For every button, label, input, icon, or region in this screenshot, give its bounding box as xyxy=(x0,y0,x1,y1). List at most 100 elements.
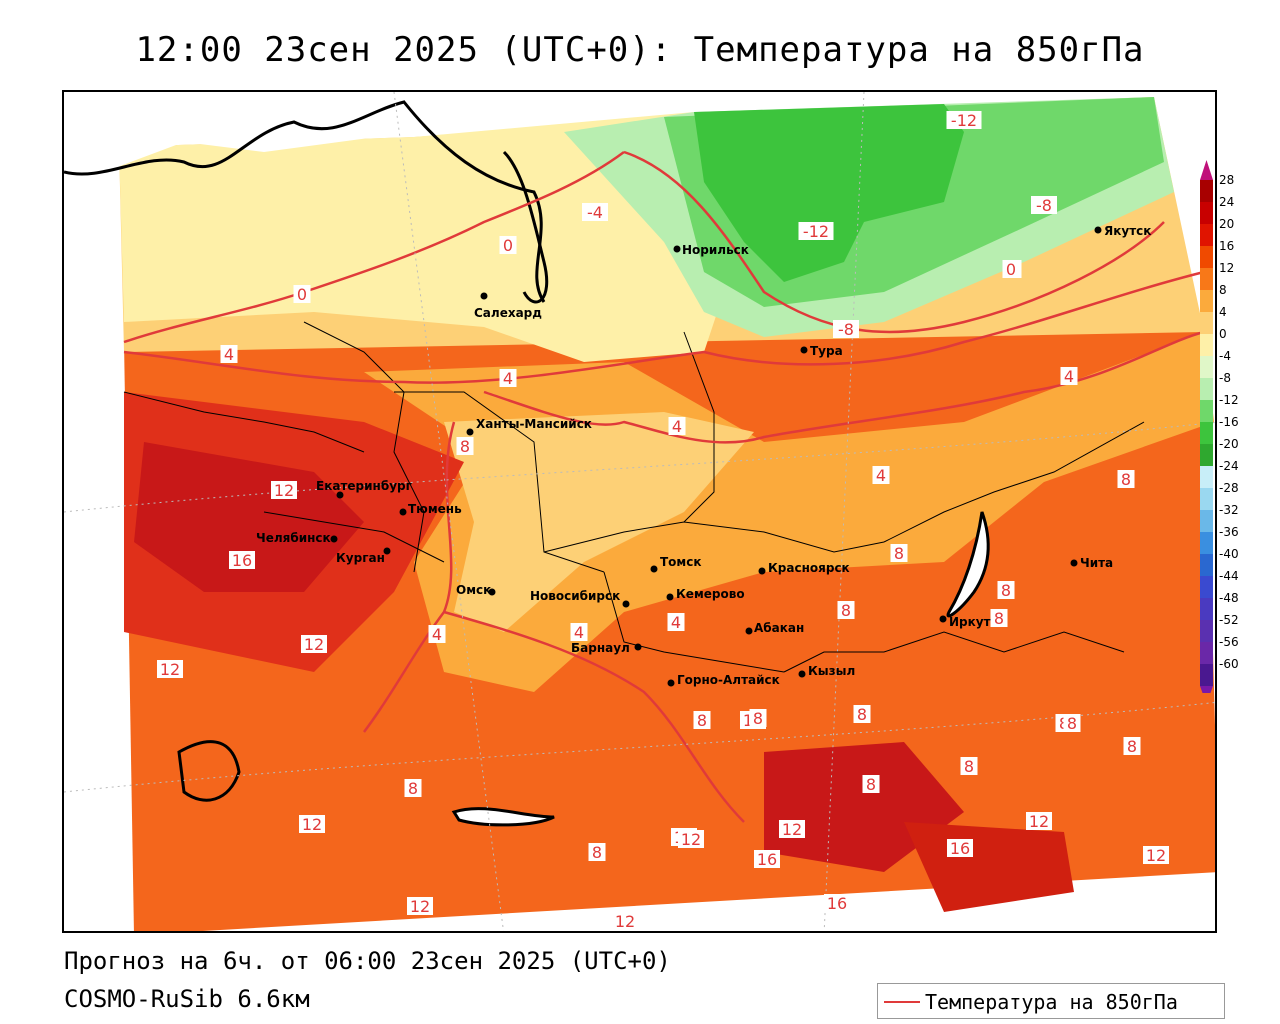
temperature-map: Норильск Якутск Салехард Тура Ханты-Манс… xyxy=(64,92,1215,931)
city-kurgan: Курган xyxy=(336,547,391,565)
colorbar-tick-label: 8 xyxy=(1219,283,1227,297)
colorbar-tick-label: -48 xyxy=(1219,591,1239,605)
isotherm-label-bg xyxy=(1002,260,1020,278)
colorbar-swatch xyxy=(1200,378,1213,400)
isotherm-label: 12 xyxy=(304,635,324,654)
isotherm-label-bg xyxy=(990,609,1008,627)
city-salekhard: Салехард xyxy=(474,292,542,320)
isotherm-label-bg xyxy=(833,320,859,338)
colorbar-swatch xyxy=(1200,356,1213,378)
svg-text:Якутск: Якутск xyxy=(1104,224,1151,238)
isotherm-label-bg xyxy=(404,779,422,797)
isotherm-label: -8 xyxy=(838,320,854,339)
map-frame: Норильск Якутск Салехард Тура Ханты-Манс… xyxy=(62,90,1217,933)
isotherm-label: 8 xyxy=(841,601,851,620)
svg-text:Барнаул: Барнаул xyxy=(571,641,630,655)
isotherm-label-bg xyxy=(157,660,183,678)
isotherm-label: 8 xyxy=(1121,470,1131,489)
city-barnaul: Барнаул xyxy=(571,641,642,655)
isotherm-label: 4 xyxy=(503,369,513,388)
colorbar-tick-label: -8 xyxy=(1219,371,1231,385)
svg-text:Чита: Чита xyxy=(1080,556,1113,570)
svg-text:Красноярск: Красноярск xyxy=(768,561,850,575)
isotherm-label: 12 xyxy=(274,481,294,500)
colorbar-swatch xyxy=(1200,620,1213,642)
isotherm-label: 8 xyxy=(866,775,876,794)
isotherm-label-bg xyxy=(824,894,850,912)
isotherm-label-bg xyxy=(428,625,446,643)
isotherm-label-bg xyxy=(693,711,711,729)
map-legend: Температура на 850гПа xyxy=(877,983,1225,1019)
colorbar-tick-label: 0 xyxy=(1219,327,1227,341)
colorbar-swatch xyxy=(1200,422,1213,444)
isotherm-label: 8 xyxy=(964,757,974,776)
isotherm-label: 12 xyxy=(782,820,802,839)
colorbar-tick-label: -28 xyxy=(1219,481,1239,495)
city-omsk: Омск xyxy=(456,583,496,597)
baikal-lake xyxy=(946,511,990,618)
temperature-colorbar: 28 24 20 16 12 8 4 0 -4 -8 -12 -16 -20 -24 -28 -32 -36 -4… xyxy=(1200,160,1239,693)
colorbar-tick-label: 16 xyxy=(1219,239,1234,253)
city-tyumen: Тюмень xyxy=(399,502,462,516)
isotherm-label-bg xyxy=(1026,812,1052,830)
isotherm-label: 8 xyxy=(1001,581,1011,600)
isotherm-label-bg xyxy=(668,417,686,435)
map-title: 12:00 23сен 2025 (UTC+0): Температура на… xyxy=(135,30,1145,70)
isotherm-label: 4 xyxy=(876,466,886,485)
isotherm-label: -12 xyxy=(951,111,977,130)
colorbar-tick-label: 12 xyxy=(1219,261,1234,275)
colorbar-swatch xyxy=(1200,576,1213,598)
city-krasnoyarsk: Красноярск xyxy=(758,561,850,575)
svg-text:Горно-Алтайск: Горно-Алтайск xyxy=(677,673,780,687)
isotherm-label-bg xyxy=(293,285,311,303)
colorbar-swatch xyxy=(1200,290,1213,312)
isotherm-label-bg xyxy=(798,222,834,240)
isotherm-label-bg xyxy=(1060,367,1078,385)
isotherm-label-bg xyxy=(862,775,880,793)
colorbar-tick-label: -24 xyxy=(1219,459,1239,473)
isotherm-label-bg xyxy=(271,481,297,499)
city-chita: Чита xyxy=(1070,556,1113,570)
svg-text:Абакан: Абакан xyxy=(754,621,804,635)
isotherm-label-bg xyxy=(582,203,608,221)
svg-text:Екатеринбург: Екатеринбург xyxy=(316,479,412,493)
isotherm-label-bg xyxy=(1063,714,1081,732)
svg-text:Челябинск: Челябинск xyxy=(256,531,331,545)
colorbar-swatch xyxy=(1200,268,1213,290)
isotherm-label-bg xyxy=(749,709,767,727)
colorbar-tick-label: 28 xyxy=(1219,173,1234,187)
isotherm-label-bg xyxy=(947,839,973,857)
colorbar-tick-label: -56 xyxy=(1219,635,1239,649)
colorbar-swatch xyxy=(1200,224,1213,246)
isotherm-label: 4 xyxy=(224,345,234,364)
isotherm-label: 12 xyxy=(681,830,701,849)
isotherm-label-bg xyxy=(499,369,517,387)
isotherm-label: 12 xyxy=(160,660,180,679)
isotherm-label: 8 xyxy=(753,709,763,728)
colorbar-swatch xyxy=(1200,554,1213,576)
coastline xyxy=(64,100,546,303)
svg-text:Новосибирск: Новосибирск xyxy=(530,589,620,603)
colorbar-swatch xyxy=(1200,180,1213,202)
isotherm-label-bg xyxy=(837,601,855,619)
isotherm-label-bg xyxy=(570,623,588,641)
isotherm-label-bg xyxy=(678,830,704,848)
colorbar-bottom-arrow xyxy=(1200,686,1213,693)
pale-yellow-band xyxy=(119,112,724,362)
svg-text:Курган: Курган xyxy=(336,551,385,565)
isotherm-label-bg xyxy=(667,613,685,631)
isotherm-label: 4 xyxy=(574,623,584,642)
colorbar-tick-label: -60 xyxy=(1219,657,1239,671)
isotherm-label: 12 xyxy=(615,912,635,931)
balkhash-lake xyxy=(451,807,555,827)
colorbar-tick-label: -40 xyxy=(1219,547,1239,561)
city-khanty-mansiysk: Ханты-Мансийск xyxy=(466,417,592,436)
isotherm-label: 8 xyxy=(894,544,904,563)
isotherm-label: 8 xyxy=(1067,714,1077,733)
city-kyzyl: Кызыл xyxy=(798,664,855,678)
colorbar-top-arrow xyxy=(1200,160,1213,180)
model-name: COSMO-RuSib 6.6км xyxy=(64,985,310,1013)
isotherm-label: 8 xyxy=(857,705,867,724)
svg-text:Тура: Тура xyxy=(810,344,843,358)
colorbar-swatch xyxy=(1200,598,1213,620)
